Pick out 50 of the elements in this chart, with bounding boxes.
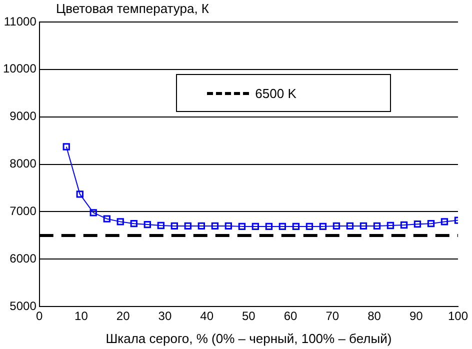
point bbox=[62, 143, 70, 150]
point bbox=[103, 215, 110, 222]
x-tick-label: 60 bbox=[284, 309, 298, 324]
y-tick-label: 10000 bbox=[2, 62, 37, 76]
point bbox=[144, 220, 151, 228]
legend-label: 6500 K bbox=[255, 86, 296, 100]
point bbox=[360, 222, 368, 230]
x-tick-label: 10 bbox=[74, 309, 88, 324]
x-tick-label: 0 bbox=[36, 309, 44, 324]
point bbox=[130, 220, 138, 228]
point bbox=[386, 222, 394, 230]
x-tick-label: 80 bbox=[368, 309, 382, 324]
point bbox=[292, 222, 300, 230]
point bbox=[332, 222, 340, 230]
y-axis-title: Цветовая температура, К bbox=[56, 1, 210, 16]
y-tick-label: 11000 bbox=[4, 14, 37, 28]
point bbox=[440, 218, 448, 226]
point bbox=[211, 222, 219, 230]
x-tick-label: 100 bbox=[448, 309, 468, 324]
point bbox=[400, 221, 408, 229]
point bbox=[76, 190, 84, 198]
point bbox=[90, 209, 97, 216]
point bbox=[373, 222, 381, 230]
point bbox=[238, 222, 246, 230]
point bbox=[116, 218, 124, 226]
point bbox=[306, 222, 314, 230]
x-tick-label: 20 bbox=[116, 309, 130, 324]
y-tick-label: 5000 bbox=[10, 298, 37, 313]
point bbox=[252, 222, 260, 230]
y-tick-label: 8000 bbox=[10, 156, 37, 171]
point bbox=[414, 220, 422, 228]
point bbox=[278, 222, 286, 230]
y-tick-label: 9000 bbox=[10, 109, 37, 124]
point bbox=[265, 222, 273, 230]
x-tick-label: 40 bbox=[200, 309, 214, 324]
point bbox=[346, 222, 354, 230]
x-axis-title: Шкала серого, % (0% – черный, 100% – белый) bbox=[106, 331, 392, 346]
point bbox=[319, 222, 327, 230]
x-tick-label: 30 bbox=[158, 309, 172, 324]
point bbox=[170, 222, 178, 230]
x-tick-label: 70 bbox=[326, 309, 340, 324]
point bbox=[157, 222, 164, 230]
point bbox=[184, 222, 192, 230]
x-tick-label: 90 bbox=[409, 309, 424, 324]
point bbox=[198, 222, 205, 230]
y-tick-label: 6000 bbox=[10, 251, 37, 266]
x-tick-label: 50 bbox=[242, 309, 256, 324]
point bbox=[427, 220, 435, 228]
point bbox=[224, 222, 232, 230]
y-tick-label: 7000 bbox=[10, 204, 37, 218]
